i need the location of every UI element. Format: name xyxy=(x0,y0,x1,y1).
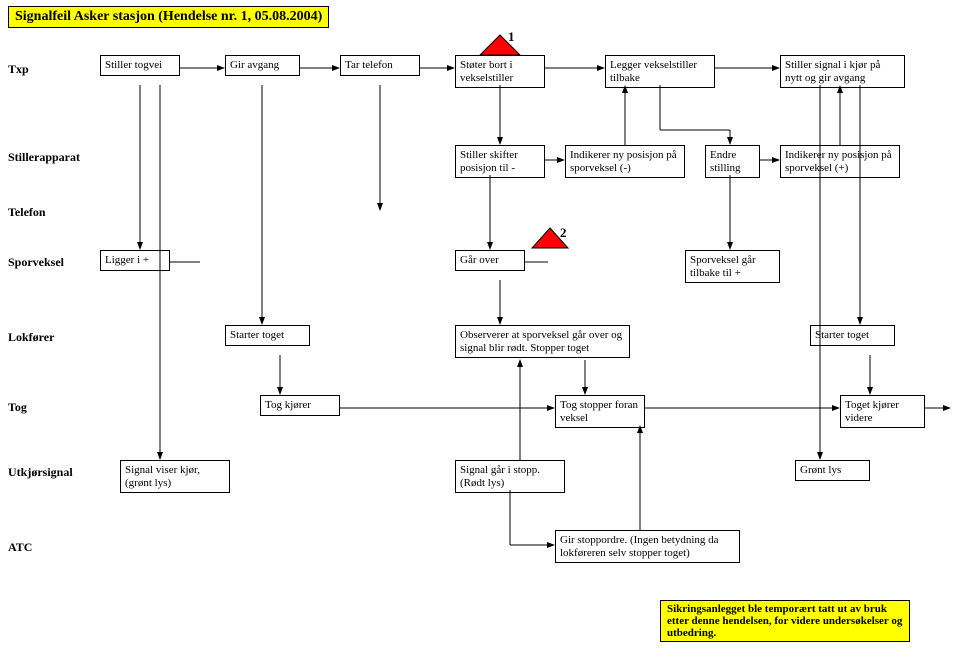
box-sa4: Indikerer ny posisjon på sporveksel (+) xyxy=(780,145,900,178)
box-txp6: Stiller signal i kjør på nytt og gir avg… xyxy=(780,55,905,88)
lane-sporveksel: Sporveksel xyxy=(8,255,64,270)
lane-txp: Txp xyxy=(8,62,29,77)
box-tg1: Tog kjører xyxy=(260,395,340,416)
box-atc1: Gir stoppordre. (Ingen betydning da lokf… xyxy=(555,530,740,563)
footer-note: Sikringsanlegget ble temporært tatt ut a… xyxy=(660,600,910,642)
lane-tog: Tog xyxy=(8,400,27,415)
box-sa2: Indikerer ny posisjon på sporveksel (-) xyxy=(565,145,685,178)
box-txp2: Gir avgang xyxy=(225,55,300,76)
box-txp1: Stiller togvei xyxy=(100,55,180,76)
lane-lokforer: Lokfører xyxy=(8,330,54,345)
box-tg2: Tog stopper foran veksel xyxy=(555,395,645,428)
box-sv1: Ligger i + xyxy=(100,250,170,271)
box-us3: Grønt lys xyxy=(795,460,870,481)
title-text: Signalfeil Asker stasjon (Hendelse nr. 1… xyxy=(15,9,322,24)
box-txp4: Støter bort i vekselstiller xyxy=(455,55,545,88)
box-sa1: Stiller skifter posisjon til - xyxy=(455,145,545,178)
box-us2: Signal går i stopp. (Rødt lys) xyxy=(455,460,565,493)
lane-utkjorsignal: Utkjørsignal xyxy=(8,465,73,480)
footer-text: Sikringsanlegget ble temporært tatt ut a… xyxy=(667,603,902,639)
lane-stillerapparat: Stillerapparat xyxy=(8,150,80,165)
box-tg3: Toget kjører videre xyxy=(840,395,925,428)
marker-1: 1 xyxy=(508,29,515,45)
box-lf3: Starter toget xyxy=(810,325,895,346)
box-txp5: Legger vekselstiller tilbake xyxy=(605,55,715,88)
lane-telefon: Telefon xyxy=(8,205,46,220)
lane-atc: ATC xyxy=(8,540,32,555)
box-sv2: Går over xyxy=(455,250,525,271)
diagram-title: Signalfeil Asker stasjon (Hendelse nr. 1… xyxy=(8,6,329,28)
box-us1: Signal viser kjør, (grønt lys) xyxy=(120,460,230,493)
box-sv3: Sporveksel går tilbake til + xyxy=(685,250,780,283)
box-txp3: Tar telefon xyxy=(340,55,420,76)
box-lf1: Starter toget xyxy=(225,325,310,346)
box-sa3: Endre stilling xyxy=(705,145,760,178)
box-lf2: Observerer at sporveksel går over og sig… xyxy=(455,325,630,358)
marker-2: 2 xyxy=(560,225,567,241)
